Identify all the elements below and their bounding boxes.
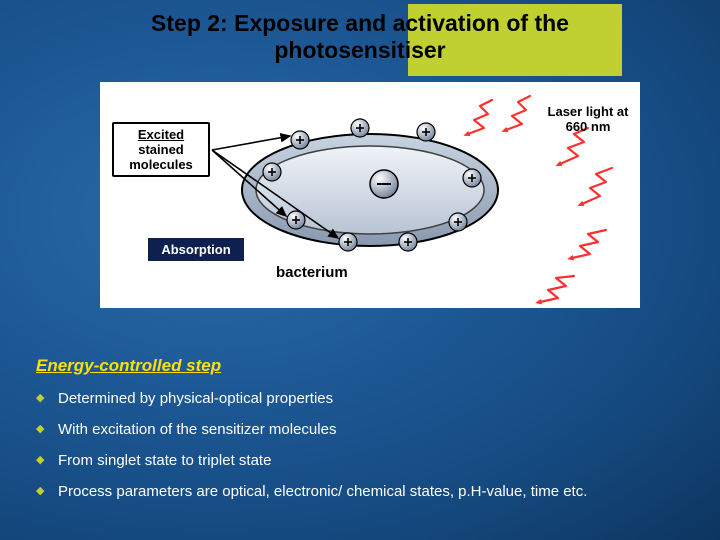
laser-label: Laser light at 660 nm bbox=[538, 104, 638, 134]
bullet-item: With excitation of the sensitizer molecu… bbox=[36, 421, 587, 438]
subhead-text: Energy-controlled step bbox=[36, 356, 221, 375]
absorption-text: Absorption bbox=[161, 242, 230, 257]
bullet-list: Determined by physical-optical propertie… bbox=[36, 390, 587, 514]
bacterium-label: bacterium bbox=[276, 264, 348, 281]
absorption-box: Absorption bbox=[148, 238, 244, 261]
laser-line1: Laser light at bbox=[548, 104, 629, 119]
laser-line2: 660 nm bbox=[566, 119, 611, 134]
energy-subheading: Energy-controlled step bbox=[36, 356, 221, 376]
bacterium-text: bacterium bbox=[276, 264, 348, 281]
excited-line1: Excited bbox=[138, 127, 184, 142]
title-line2: photosensitiser bbox=[274, 37, 445, 63]
excited-line3: molecules bbox=[129, 157, 193, 172]
bullet-item: Determined by physical-optical propertie… bbox=[36, 390, 587, 407]
slide-title: Step 2: Exposure and activation of the p… bbox=[0, 10, 720, 64]
bullet-item: Process parameters are optical, electron… bbox=[36, 483, 587, 500]
excited-line2: stained bbox=[138, 142, 184, 157]
excited-molecules-box: Excited stained molecules bbox=[112, 122, 210, 177]
title-line1: Step 2: Exposure and activation of the bbox=[151, 10, 569, 36]
bullet-item: From singlet state to triplet state bbox=[36, 452, 587, 469]
